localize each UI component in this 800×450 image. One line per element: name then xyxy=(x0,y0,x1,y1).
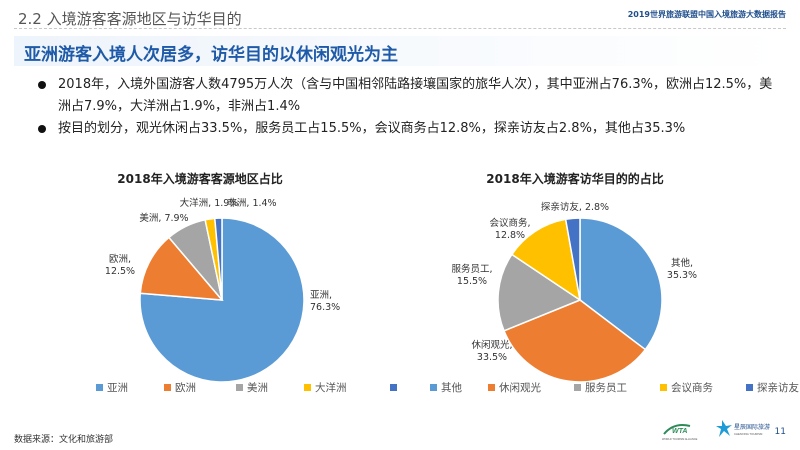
pie-slice xyxy=(139,217,305,383)
legend-swatch xyxy=(574,384,581,391)
pie-slice xyxy=(213,217,223,301)
wta-logo-subtext: WORLD TOURISM ALLIANCE xyxy=(662,437,698,441)
partner-logo-text: 星辰国际旅游 xyxy=(734,423,770,431)
legend-entry: 亚洲 xyxy=(107,382,128,394)
data-label: 其他, 35.3% xyxy=(667,257,697,281)
star-person-logo-icon: 星辰国际旅游 CHENXING TOURISM xyxy=(716,420,770,437)
data-label: 亚洲, 76.3% xyxy=(310,290,340,313)
header-divider xyxy=(14,28,786,29)
bullet-item: 按目的划分，观光休闲占33.5%，服务员工占15.5%，会议商务占12.8%，探… xyxy=(36,118,776,140)
legend-swatch xyxy=(660,384,667,391)
pie-slice xyxy=(579,217,663,351)
pie-slice xyxy=(564,217,581,301)
legend-swatch xyxy=(164,384,171,391)
chart-title: 2018年入境游客客源地区占比 xyxy=(117,171,282,186)
legend-swatch xyxy=(390,384,397,391)
legend-entry: 探亲访友 xyxy=(757,381,799,394)
headline: 亚洲游客入境人次居多，访华目的以休闲观光为主 xyxy=(24,45,398,65)
headline-banner xyxy=(14,36,786,66)
bullet-item: 2018年，入境外国游客人数4795万人次（含与中国相邻陆路接壤国家的旅华人次）… xyxy=(36,74,776,118)
data-label: 休闲观光, 33.5% xyxy=(471,339,512,363)
legend-entry: 美洲 xyxy=(247,381,268,394)
footer-logos: WTA WORLD TOURISM ALLIANCE 星辰国际旅游 CHENXI… xyxy=(662,420,770,441)
data-label: 会议商务, 12.8% xyxy=(489,217,530,241)
data-label: 非洲, 1.4% xyxy=(227,197,276,209)
pie-slice xyxy=(497,253,582,332)
page-number: 11 xyxy=(774,427,786,437)
legend-swatch xyxy=(96,384,103,391)
pie-slice xyxy=(503,299,647,383)
section-title: 2.2 入境游客客源地区与访华目的 xyxy=(18,10,242,28)
wta-logo-icon: WTA WORLD TOURISM ALLIANCE xyxy=(662,424,698,441)
pie-slice xyxy=(510,218,582,302)
report-title: 2019世界旅游联盟中国入境旅游大数据报告 xyxy=(627,10,786,19)
partner-logo-subtext: CHENXING TOURISM xyxy=(734,432,763,436)
legend-entry: 大洋洲 xyxy=(315,381,347,394)
data-label: 服务员工, 15.5% xyxy=(451,263,492,287)
legend-entry: 其他 xyxy=(441,381,462,394)
pie-slice xyxy=(139,236,224,301)
data-label: 美洲, 7.9% xyxy=(139,212,188,224)
legend-entry: 服务员工 xyxy=(585,381,627,394)
legend-swatch xyxy=(746,384,753,391)
chart-title: 2018年入境游客访华目的的占比 xyxy=(486,171,663,186)
legend-swatch xyxy=(236,384,243,391)
wta-logo-text: WTA xyxy=(672,428,687,435)
bullet-list: 2018年，入境外国游客人数4795万人次（含与中国相邻陆路接壤国家的旅华人次）… xyxy=(36,74,776,140)
data-source: 数据来源：文化和旅游部 xyxy=(14,435,114,445)
data-label: 欧洲, 12.5% xyxy=(105,253,135,277)
legend-swatch xyxy=(488,384,495,391)
data-label: 探亲访友, 2.8% xyxy=(541,201,609,213)
legend-entry: 欧洲 xyxy=(175,382,196,394)
data-label: 大洋洲, 1.9% xyxy=(180,197,239,209)
legend-entry: 休闲观光 xyxy=(499,381,541,394)
legend-swatch xyxy=(430,384,437,391)
legend-swatch xyxy=(304,384,311,391)
legend-entry: 会议商务 xyxy=(671,381,713,394)
